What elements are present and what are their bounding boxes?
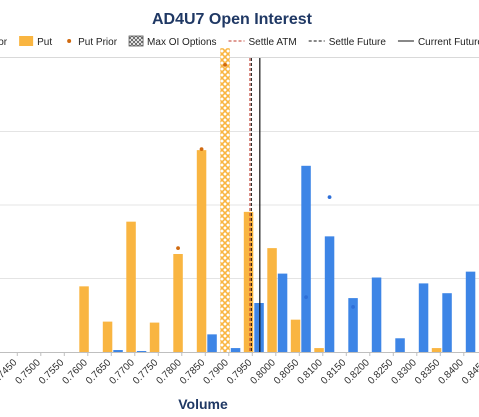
- gridlines: [0, 131, 479, 279]
- max-oi-put-bar: [220, 48, 230, 352]
- x-tick-label: 0.8000: [249, 357, 279, 387]
- bars: [79, 48, 476, 352]
- legend-label: Settle Future: [329, 37, 387, 48]
- call-bar: [395, 338, 405, 352]
- call-bar: [254, 303, 264, 352]
- legend-label: Settle ATM: [249, 37, 297, 48]
- legend-label: Call Prior: [0, 37, 8, 48]
- legend-swatch: [67, 39, 72, 43]
- x-tick-label: 0.8250: [366, 357, 396, 387]
- legend-item: Put Prior: [67, 37, 118, 48]
- x-tick-label: 0.7750: [131, 357, 161, 387]
- call-bar: [465, 271, 476, 352]
- legend-item: Put: [19, 36, 52, 48]
- call-prior-marker: [351, 305, 355, 309]
- x-tick-label: 0.7650: [84, 357, 114, 387]
- legend-item: Max OI Options: [128, 35, 217, 48]
- put-bar: [79, 286, 89, 352]
- x-tick-label: 0.8050: [272, 357, 302, 387]
- legend-label: Put: [37, 37, 52, 48]
- x-axis-ticks: 0.74500.75000.75500.76000.76500.77000.77…: [0, 352, 479, 387]
- x-tick-label: 0.7900: [202, 357, 232, 387]
- x-tick-label: 0.7700: [108, 357, 138, 387]
- put-prior-marker: [199, 147, 204, 152]
- call-bar: [136, 351, 147, 352]
- prior-markers: [176, 62, 355, 309]
- put-bar: [290, 319, 301, 352]
- put-bar: [196, 150, 207, 352]
- call-bar: [324, 236, 335, 352]
- chart-legend: Call Prior Put Put Prior Max OI Options Sett…: [0, 35, 479, 48]
- x-tick-label: 0.7800: [155, 357, 185, 387]
- put-bar: [431, 348, 442, 352]
- x-tick-label: 0.8200: [343, 357, 373, 387]
- put-prior-marker: [176, 246, 180, 251]
- x-tick-label: 0.8350: [413, 357, 443, 387]
- call-bar: [371, 277, 382, 352]
- call-bar: [277, 273, 288, 352]
- x-tick-label: 0.8150: [319, 357, 349, 387]
- reference-lines: [249, 58, 261, 352]
- put-prior-marker: [223, 62, 227, 67]
- put-bar: [102, 321, 113, 352]
- x-axis-label: Volume: [178, 396, 228, 412]
- x-tick-label: 0.8400: [437, 357, 467, 387]
- call-bar: [348, 298, 358, 352]
- x-tick-label: 0.7850: [178, 357, 208, 387]
- call-bar: [442, 293, 452, 352]
- put-bar: [243, 211, 254, 352]
- legend-label: Max OI Options: [147, 37, 216, 48]
- call-bar: [418, 283, 429, 352]
- put-bar: [267, 248, 277, 352]
- x-tick-label: 0.7550: [37, 357, 67, 387]
- call-bar: [230, 348, 241, 352]
- put-bar: [314, 348, 324, 352]
- call-prior-marker: [327, 195, 332, 200]
- legend-swatch: [19, 36, 34, 46]
- call-bar: [301, 165, 311, 352]
- call-prior-marker: [304, 295, 308, 300]
- x-tick-label: 0.7950: [225, 357, 255, 387]
- x-tick-label: 0.8300: [390, 357, 420, 387]
- call-bar: [207, 334, 217, 352]
- put-bar: [126, 221, 136, 352]
- legend-item: Current Future: [397, 37, 479, 48]
- legend-item: Settle Future: [308, 37, 387, 48]
- legend-item: Call Prior: [0, 37, 8, 48]
- x-tick-label: 0.7500: [14, 357, 44, 387]
- call-bar: [113, 350, 123, 352]
- x-tick-label: 0.8450: [460, 357, 479, 387]
- x-tick-label: 0.8100: [296, 357, 326, 387]
- x-tick-label: 0.7600: [61, 357, 91, 387]
- legend-item: Settle ATM: [228, 37, 297, 48]
- chart-title: AD4U7 Open Interest: [152, 11, 313, 28]
- legend-label: Put Prior: [78, 37, 118, 48]
- legend-label: Current Future: [418, 37, 479, 48]
- put-bar: [173, 254, 183, 352]
- put-bar: [149, 322, 160, 352]
- legend-swatch: [128, 35, 144, 47]
